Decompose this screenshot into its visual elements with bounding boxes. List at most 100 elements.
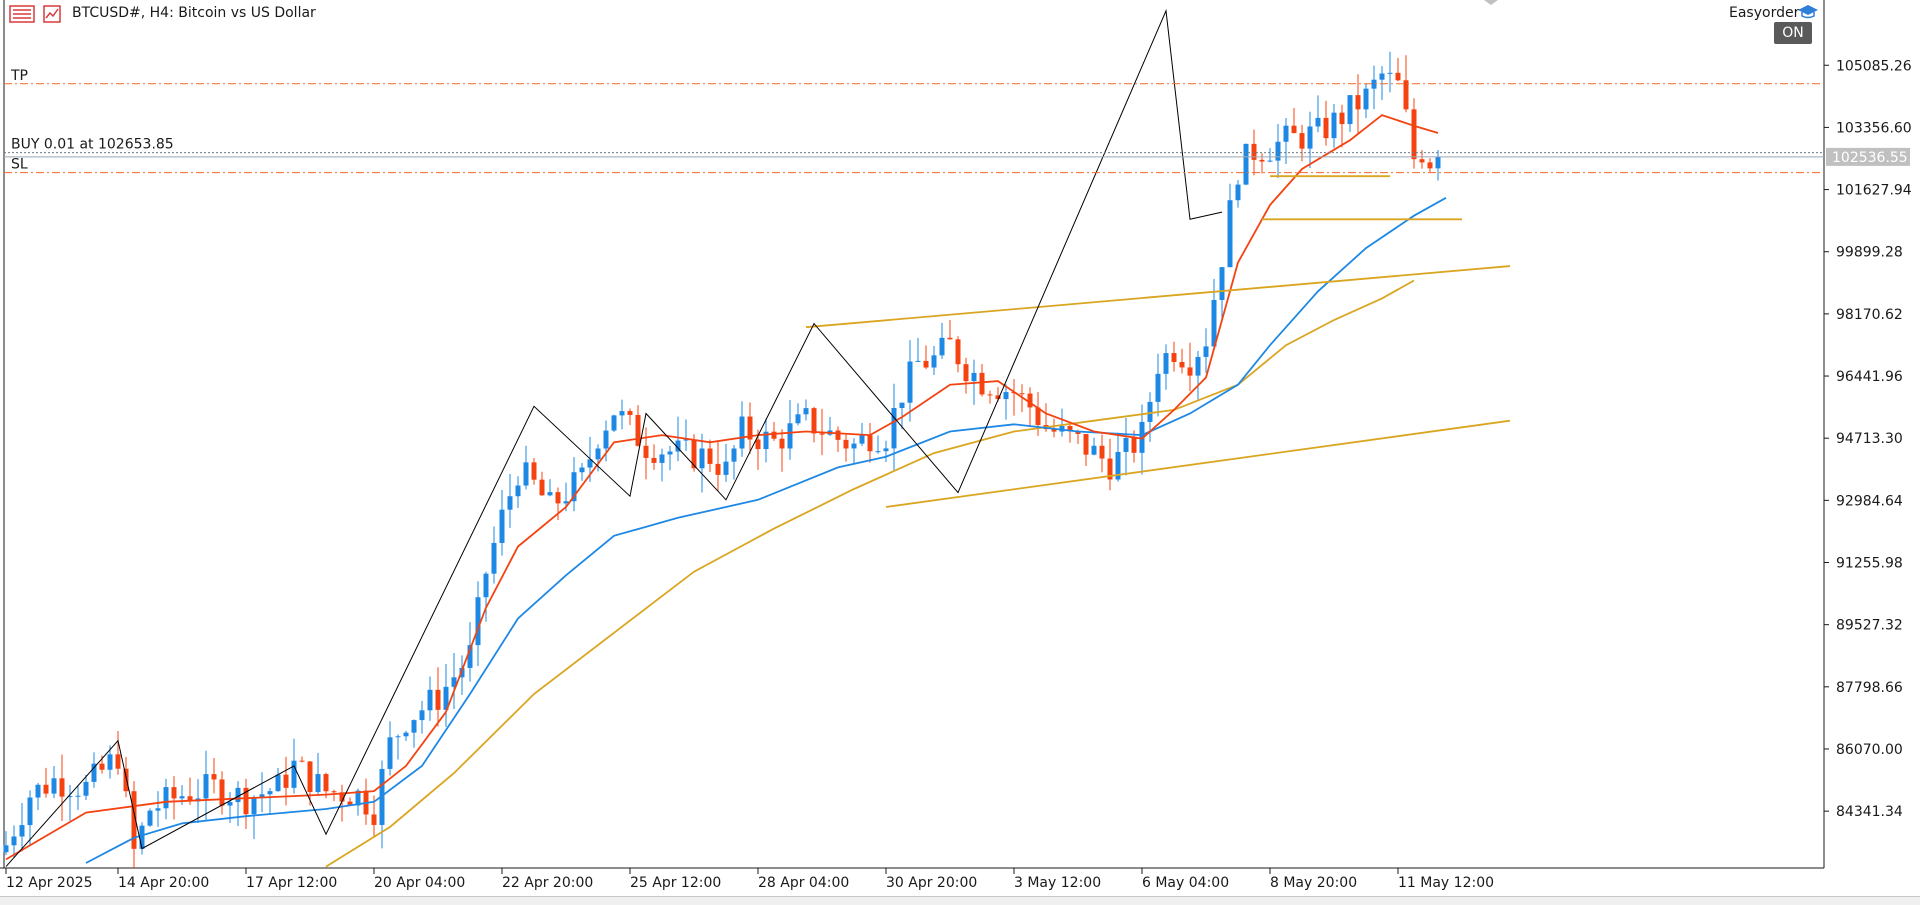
x-tick-label: 14 Apr 20:00 — [118, 875, 209, 891]
candle-body — [555, 492, 561, 504]
x-tick-label: 3 May 12:00 — [1014, 875, 1101, 891]
x-tick-label: 25 Apr 12:00 — [630, 875, 721, 891]
y-tick-label: 101627.94 — [1836, 183, 1912, 199]
y-tick-label: 96441.96 — [1836, 369, 1903, 385]
candle-body — [579, 467, 585, 473]
candle-body — [707, 448, 713, 464]
candle-body — [419, 710, 425, 721]
candle-body — [739, 416, 745, 449]
candle-body — [899, 402, 905, 408]
candle-body — [203, 774, 209, 799]
ma-mid-line — [85, 197, 1447, 864]
candle-body — [315, 774, 321, 793]
candle-body — [1139, 421, 1145, 453]
chart-title: BTCUSD#, H4: Bitcoin vs US Dollar — [72, 5, 316, 21]
expert-on-badge[interactable]: ON — [1774, 22, 1812, 44]
candle-body — [1091, 445, 1097, 455]
candle-body — [699, 448, 705, 469]
candle-body — [387, 737, 393, 769]
bid-price-box — [1826, 147, 1910, 166]
candle-body — [891, 407, 897, 449]
candle-body — [835, 430, 841, 440]
candle-body — [123, 768, 129, 792]
y-tick-label: 86070.00 — [1836, 742, 1903, 758]
candle-body — [523, 462, 529, 486]
candle-body — [763, 431, 769, 450]
candle-body — [1403, 80, 1409, 110]
candle-body — [995, 395, 1001, 400]
candle-body — [1107, 458, 1113, 480]
candle-body — [307, 761, 313, 793]
candle-body — [1083, 433, 1089, 455]
candle-body — [427, 689, 433, 711]
candle-body — [99, 763, 105, 770]
candle-body — [451, 677, 457, 687]
y-tick-label: 98170.62 — [1836, 307, 1903, 323]
candle-body — [587, 459, 593, 468]
candle-body — [595, 448, 601, 460]
candle-body — [323, 774, 329, 792]
candle-body — [1419, 159, 1425, 163]
candle-body — [27, 797, 33, 826]
candle-body — [1211, 299, 1217, 347]
candle-body — [403, 732, 409, 737]
y-tick-label: 99899.28 — [1836, 245, 1903, 261]
candle-body — [627, 411, 633, 415]
candle-body — [1427, 162, 1433, 169]
shift-marker-icon[interactable] — [1484, 0, 1498, 5]
candle-body — [571, 472, 577, 502]
candle-body — [971, 372, 977, 382]
candle-body — [603, 430, 609, 449]
candle-body — [483, 573, 489, 598]
candle-body — [883, 448, 889, 452]
candle-body — [227, 802, 233, 806]
candle-body — [1395, 72, 1401, 81]
candle-body — [163, 787, 169, 809]
candle-body — [243, 787, 249, 815]
candle-body — [787, 423, 793, 449]
candle-body — [1411, 109, 1417, 160]
expert-name-label: Easyorder — [1729, 5, 1800, 21]
candle-body — [843, 439, 849, 449]
candle-body — [563, 501, 569, 504]
symbol-chart-icon[interactable] — [43, 5, 61, 23]
x-tick-label: 6 May 04:00 — [1142, 875, 1229, 891]
chart-list-icon[interactable] — [9, 5, 35, 23]
y-tick-label: 105085.26 — [1836, 58, 1912, 74]
candle-body — [691, 439, 697, 469]
candle-body — [139, 825, 145, 849]
candle-body — [371, 814, 377, 825]
ma-slow-line — [325, 279, 1415, 868]
candle-body — [235, 787, 241, 803]
candle-body — [819, 433, 825, 435]
candle-body — [963, 364, 969, 382]
candle-body — [1027, 393, 1033, 408]
candle-body — [491, 542, 497, 574]
candle-body — [107, 754, 113, 770]
candle-body — [475, 597, 481, 646]
trendline-upper-channel[interactable] — [805, 265, 1511, 329]
candle-body — [1179, 362, 1185, 368]
candle-body — [1371, 79, 1377, 89]
candle-body — [211, 774, 217, 780]
candle-body — [1331, 112, 1337, 139]
candle-body — [131, 791, 137, 849]
candle-body — [1131, 437, 1137, 453]
trendline-lower-channel[interactable] — [885, 419, 1511, 508]
candle-body — [611, 415, 617, 431]
candle-body — [675, 440, 681, 452]
candle-body — [939, 337, 945, 356]
x-tick-label: 17 Apr 12:00 — [246, 875, 337, 891]
candle-body — [59, 778, 65, 797]
candle-body — [443, 686, 449, 710]
x-tick-label: 28 Apr 04:00 — [758, 875, 849, 891]
candle-body — [915, 360, 921, 362]
candle-body — [11, 836, 17, 846]
bottom-scroll-bar[interactable] — [0, 896, 1920, 905]
y-tick-label: 103356.60 — [1836, 120, 1912, 136]
zigzag-line — [5, 8, 1223, 867]
candle-body — [91, 763, 97, 782]
candle-body — [1363, 88, 1369, 110]
